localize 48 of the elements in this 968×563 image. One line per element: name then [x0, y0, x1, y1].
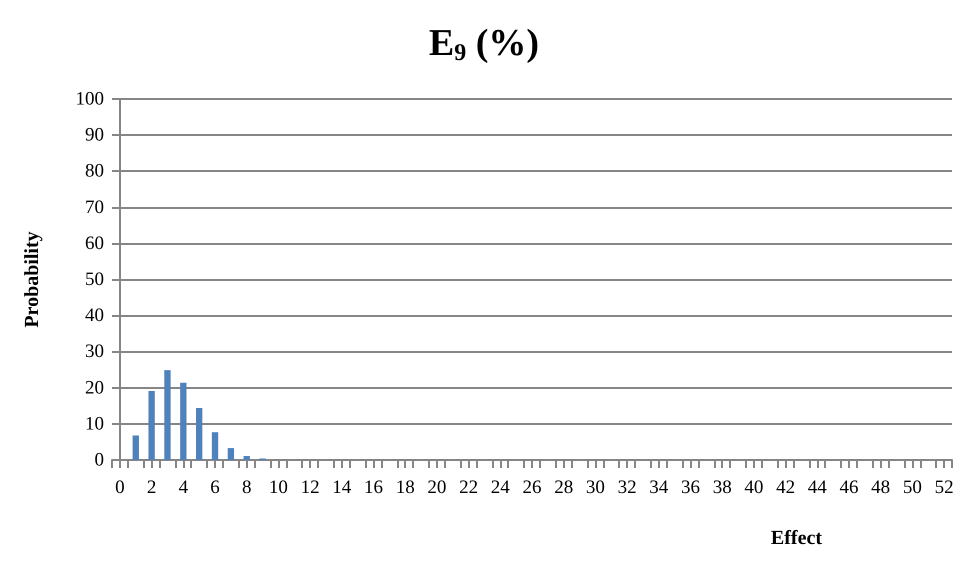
x-tick-label: 50	[902, 477, 922, 498]
y-tick-label: 100	[76, 88, 104, 110]
x-axis-title: Effect	[770, 527, 822, 549]
x-tick-label: 8	[242, 477, 252, 498]
bar	[212, 432, 218, 460]
y-tick-label: 0	[94, 450, 104, 470]
bar	[244, 456, 250, 460]
y-tick-label: 60	[85, 232, 104, 254]
y-tick-label: 90	[85, 124, 104, 146]
x-tick-label: 38	[712, 477, 732, 498]
x-tick-label: 44	[808, 477, 828, 498]
x-tick-label: 42	[776, 477, 796, 498]
bar	[164, 370, 171, 460]
x-tick-label: 4	[178, 477, 189, 498]
x-tick-label: 12	[300, 477, 320, 498]
x-tick-label: 0	[115, 477, 125, 498]
bar	[180, 382, 186, 460]
x-tick-label: 26	[522, 477, 542, 498]
y-tick-label: 50	[85, 269, 104, 290]
y-tick-label: 40	[85, 305, 104, 326]
x-tick-label: 28	[554, 477, 574, 498]
x-tick-label: 32	[618, 477, 637, 498]
bar	[148, 391, 155, 460]
x-tick-label: 18	[396, 477, 415, 498]
bar	[228, 448, 234, 460]
y-tick-label: 10	[85, 413, 104, 434]
x-tick-label: 36	[680, 477, 700, 498]
x-tick-label: 6	[210, 477, 220, 498]
y-tick-label: 30	[85, 341, 104, 362]
x-tick-label: 20	[427, 477, 446, 498]
bar	[132, 435, 139, 460]
x-tick-label: 30	[586, 477, 605, 498]
y-tick-label: 20	[85, 377, 104, 398]
x-tick-label: 16	[364, 477, 384, 498]
x-tick-label: 46	[839, 477, 858, 498]
y-tick-label: 80	[85, 160, 104, 182]
x-tick-label: 2	[146, 477, 156, 498]
x-tick-label: 24	[490, 477, 510, 498]
x-tick-label: 48	[871, 477, 890, 498]
x-tick-label: 10	[268, 477, 288, 498]
y-axis-title: Probability	[21, 231, 43, 328]
x-tick-label: 22	[459, 477, 478, 498]
x-tick-label: 14	[332, 477, 352, 498]
x-tick-label: 34	[649, 477, 669, 498]
x-tick-label: 40	[744, 477, 764, 498]
x-tick-label: 52	[934, 477, 954, 498]
bar	[196, 408, 202, 460]
y-tick-label: 70	[85, 196, 104, 218]
